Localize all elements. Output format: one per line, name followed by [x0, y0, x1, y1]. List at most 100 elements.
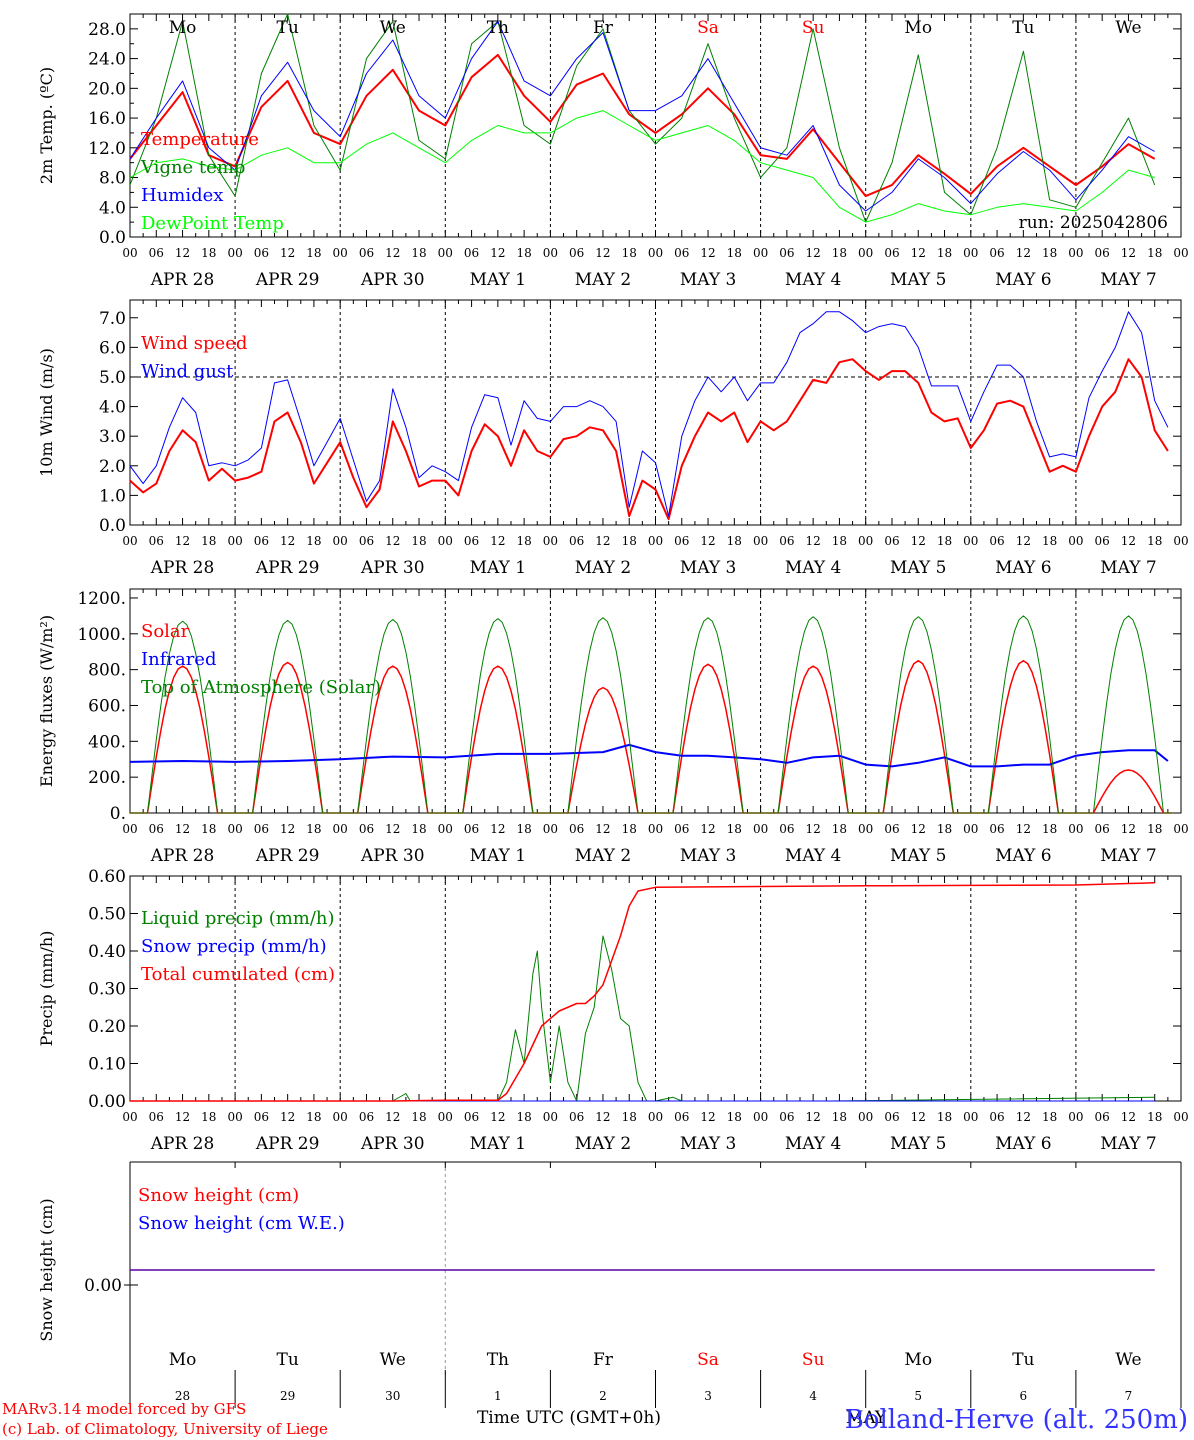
radiation-hour-label: 00 [333, 822, 348, 836]
text-layer: 0.04.08.012.016.020.024.028.02m Temp. (º… [37, 18, 1189, 1403]
precip-hour-label: 18 [1147, 1110, 1162, 1124]
temperature-weekday-label: Mo [904, 18, 932, 38]
radiation-date-label: APR 29 [255, 846, 320, 866]
snow-weekday-label: Mo [904, 1350, 932, 1370]
precip-hour-label: 12 [595, 1110, 610, 1124]
temperature-hour-label: 18 [306, 246, 321, 260]
radiation-date-label: MAY 7 [1100, 846, 1156, 866]
temperature-hour-label: 00 [227, 246, 242, 260]
temperature-series-dewpoint-temp [129, 110, 1155, 223]
snow-day-number: 4 [809, 1389, 817, 1403]
precip-hour-label: 12 [806, 1110, 821, 1124]
precip-ytick-label: 0.50 [88, 905, 126, 925]
radiation-hour-label: 12 [700, 822, 715, 836]
wind-hour-label: 12 [1121, 534, 1136, 548]
temperature-hour-label: 12 [595, 246, 610, 260]
snow-weekday-label: Tu [277, 1350, 299, 1370]
wind-hour-label: 00 [648, 534, 663, 548]
radiation-hour-label: 12 [911, 822, 926, 836]
precip-hour-label: 12 [1016, 1110, 1031, 1124]
radiation-series-top-of-atmosphere-solar [130, 615, 1173, 814]
precip-legend-0: Liquid precip (mm/h) [141, 908, 335, 929]
wind-hour-label: 12 [700, 534, 715, 548]
wind-hour-label: 06 [674, 534, 689, 548]
wind-date-label: APR 29 [255, 558, 320, 578]
temperature-hour-label: 00 [963, 246, 978, 260]
precip-date-label: APR 30 [360, 1134, 425, 1154]
wind-hour-label: 12 [595, 534, 610, 548]
precip-date-label: MAY 6 [995, 1134, 1051, 1154]
wind-date-label: MAY 5 [890, 558, 946, 578]
temperature-series-temperature [129, 53, 1156, 198]
wind-series-wind-speed [129, 358, 1169, 521]
temperature-weekday-label: We [1115, 18, 1141, 38]
radiation-hour-label: 06 [149, 822, 164, 836]
radiation-hour-label: 18 [201, 822, 216, 836]
wind-hour-label: 18 [1147, 534, 1162, 548]
precip-hour-label: 00 [1173, 1110, 1188, 1124]
snow-day-number: 1 [494, 1389, 502, 1403]
temperature-weekday-label: We [380, 18, 406, 38]
precip-hour-label: 12 [280, 1110, 295, 1124]
snow-day-number: 28 [175, 1389, 190, 1403]
temperature-ytick-label: 24.0 [88, 50, 126, 70]
wind-hour-label: 06 [1095, 534, 1110, 548]
precip-date-label: APR 29 [255, 1134, 320, 1154]
radiation-hour-label: 18 [937, 822, 952, 836]
temperature-ytick-label: 16.0 [88, 109, 126, 129]
wind-date-label: APR 28 [150, 558, 215, 578]
snow-day-number: 30 [385, 1389, 400, 1403]
radiation-hour-label: 18 [622, 822, 637, 836]
temperature-hour-label: 00 [1173, 246, 1188, 260]
precip-date-label: APR 28 [150, 1134, 215, 1154]
wind-hour-label: 18 [1042, 534, 1057, 548]
precip-date-label: MAY 5 [890, 1134, 946, 1154]
radiation-hour-label: 00 [543, 822, 558, 836]
radiation-hour-label: 00 [438, 822, 453, 836]
temperature-weekday-label: Su [802, 18, 825, 38]
wind-hour-label: 00 [438, 534, 453, 548]
wind-ytick-label: 6.0 [99, 338, 126, 358]
wind-series-wind-gust [129, 311, 1169, 517]
temperature-ytick-label: 20.0 [88, 79, 126, 99]
snow-day-number: 7 [1125, 1389, 1133, 1403]
precip-hour-label: 00 [858, 1110, 873, 1124]
precip-hour-label: 18 [832, 1110, 847, 1124]
temperature-ytick-label: 8.0 [99, 169, 126, 189]
radiation-ytick-label: 600. [88, 696, 126, 716]
temperature-hour-label: 12 [490, 246, 505, 260]
wind-hour-label: 00 [963, 534, 978, 548]
snow-day-number: 2 [599, 1389, 607, 1403]
temperature-hour-label: 00 [1068, 246, 1083, 260]
wind-ytick-label: 2.0 [99, 457, 126, 477]
precip-hour-label: 12 [490, 1110, 505, 1124]
precip-hour-label: 12 [175, 1110, 190, 1124]
radiation-hour-label: 00 [753, 822, 768, 836]
temperature-date-label: MAY 4 [785, 270, 841, 290]
temperature-hour-label: 06 [989, 246, 1004, 260]
radiation-hour-label: 12 [1016, 822, 1031, 836]
radiation-ytick-label: 800. [88, 661, 126, 681]
temperature-hour-label: 06 [359, 246, 374, 260]
temperature-hour-label: 12 [175, 246, 190, 260]
snow-weekday-label: Mo [169, 1350, 197, 1370]
precip-hour-label: 18 [411, 1110, 426, 1124]
temperature-ytick-label: 4.0 [99, 198, 126, 218]
precip-hour-label: 00 [963, 1110, 978, 1124]
temperature-hour-label: 12 [385, 246, 400, 260]
temperature-legend-1: Vigne temp [140, 157, 245, 178]
precip-hour-label: 06 [674, 1110, 689, 1124]
temperature-hour-label: 06 [254, 246, 269, 260]
snow-ytick-label: 0.00 [84, 1276, 122, 1296]
temperature-hour-label: 00 [858, 246, 873, 260]
radiation-hour-label: 12 [175, 822, 190, 836]
radiation-hour-label: 12 [280, 822, 295, 836]
snow-day-number: 29 [280, 1389, 295, 1403]
temperature-hour-label: 00 [438, 246, 453, 260]
radiation-hour-label: 06 [569, 822, 584, 836]
radiation-date-label: MAY 1 [470, 846, 526, 866]
temperature-hour-label: 06 [464, 246, 479, 260]
temperature-legend-3: DewPoint Temp [141, 213, 284, 234]
temperature-hour-label: 00 [333, 246, 348, 260]
